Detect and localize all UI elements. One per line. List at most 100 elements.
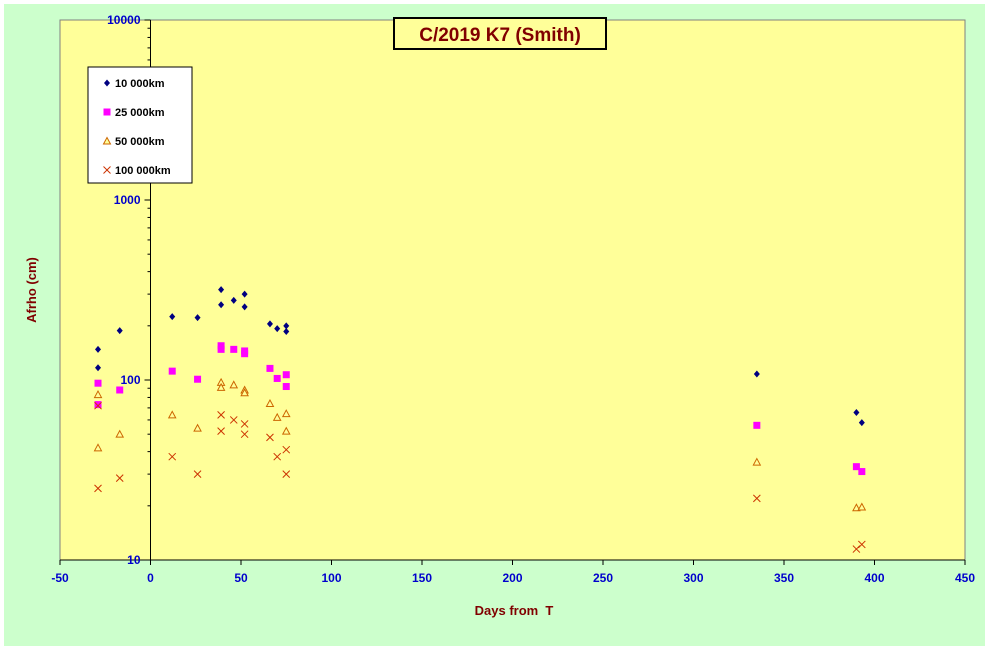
y-tick-label: 100 bbox=[120, 373, 140, 387]
data-point bbox=[857, 502, 867, 511]
data-point bbox=[167, 410, 177, 419]
data-point bbox=[229, 416, 238, 424]
data-point bbox=[753, 370, 760, 378]
x-tick-label: 0 bbox=[147, 571, 154, 585]
x-stroke bbox=[852, 545, 861, 553]
data-point bbox=[115, 474, 124, 482]
legend-label: 10 000km bbox=[115, 78, 165, 90]
axes-layer: -50 0 50 100 150 200 250 300 350 400 450 10 100 1000 1… bbox=[51, 13, 975, 585]
data-point bbox=[229, 380, 239, 389]
data-point bbox=[858, 468, 866, 476]
points-layer bbox=[93, 286, 867, 553]
series-2 bbox=[93, 377, 867, 512]
data-point bbox=[193, 423, 202, 432]
x-stroke bbox=[193, 470, 202, 478]
legend: 10 000km 25 000km 50 000km 100 000km bbox=[87, 66, 193, 184]
x-stroke bbox=[229, 416, 238, 424]
x-stroke bbox=[282, 445, 291, 454]
data-point bbox=[94, 401, 102, 409]
data-point bbox=[95, 364, 102, 372]
data-point bbox=[281, 426, 291, 435]
x-stroke bbox=[273, 452, 282, 461]
data-point bbox=[272, 412, 282, 421]
data-point bbox=[217, 342, 225, 350]
y-tick-label: 1000 bbox=[114, 193, 141, 207]
x-tick-label: 350 bbox=[774, 571, 794, 585]
x-tick-label: 450 bbox=[955, 571, 975, 585]
data-point bbox=[194, 375, 202, 383]
data-point bbox=[217, 427, 225, 435]
series-0 bbox=[95, 286, 865, 427]
data-point bbox=[282, 371, 290, 379]
x-stroke bbox=[282, 470, 291, 478]
data-point bbox=[168, 452, 177, 461]
chart-svg: -50 0 50 100 150 200 250 300 350 400 450 10 100 1000 1… bbox=[24, 13, 975, 618]
chart-title-box: C/2019 K7 (Smith) bbox=[393, 17, 607, 50]
data-point bbox=[282, 470, 291, 478]
data-point bbox=[273, 374, 281, 382]
data-point bbox=[852, 545, 861, 553]
series-1 bbox=[94, 342, 866, 476]
legend-box bbox=[87, 66, 193, 184]
data-point bbox=[168, 367, 176, 375]
legend-label: 25 000km bbox=[115, 107, 165, 119]
data-point bbox=[241, 290, 248, 298]
data-point bbox=[852, 503, 861, 512]
x-tick-label: 400 bbox=[864, 571, 884, 585]
data-point bbox=[282, 445, 291, 454]
data-point bbox=[94, 484, 102, 493]
data-point bbox=[216, 382, 226, 391]
data-point bbox=[266, 320, 273, 328]
data-point bbox=[274, 325, 281, 333]
data-point bbox=[753, 421, 761, 429]
x-stroke bbox=[266, 433, 274, 442]
data-point bbox=[94, 401, 102, 410]
y-axis-title: Afrho (cm) bbox=[24, 257, 39, 323]
data-point bbox=[115, 429, 125, 438]
data-point bbox=[852, 463, 860, 471]
x-tick-label: 300 bbox=[683, 571, 703, 585]
data-point bbox=[853, 408, 860, 416]
x-stroke bbox=[857, 540, 866, 549]
data-point bbox=[752, 457, 762, 466]
data-point bbox=[116, 327, 123, 335]
x-stroke bbox=[103, 166, 111, 174]
data-point bbox=[240, 388, 249, 397]
x-stroke bbox=[94, 484, 102, 493]
data-point bbox=[857, 540, 866, 549]
data-point bbox=[169, 313, 176, 321]
data-point bbox=[193, 470, 202, 478]
data-point bbox=[240, 420, 249, 428]
legend-label: 100 000km bbox=[115, 165, 171, 177]
data-point bbox=[273, 452, 282, 461]
data-point bbox=[281, 409, 291, 418]
chart-title: C/2019 K7 (Smith) bbox=[419, 25, 581, 46]
x-tick-label: 100 bbox=[321, 571, 341, 585]
data-point bbox=[858, 419, 865, 427]
x-stroke bbox=[94, 401, 102, 410]
x-tick-label: 250 bbox=[593, 571, 613, 585]
x-stroke bbox=[217, 427, 225, 435]
x-tick-label: 200 bbox=[502, 571, 522, 585]
data-point bbox=[94, 379, 102, 387]
x-stroke bbox=[115, 474, 124, 482]
data-point bbox=[241, 303, 248, 311]
legend-label: 50 000km bbox=[115, 136, 165, 148]
legend-marker bbox=[104, 79, 110, 87]
y-tick-label: 10 bbox=[127, 553, 141, 567]
data-point bbox=[194, 314, 201, 322]
data-point bbox=[282, 383, 290, 391]
x-stroke bbox=[240, 430, 249, 439]
chart-frame: -50 0 50 100 150 200 250 300 350 400 450 10 100 1000 1… bbox=[4, 4, 985, 646]
data-point bbox=[240, 430, 249, 439]
legend-marker bbox=[103, 166, 111, 174]
data-point bbox=[266, 433, 274, 442]
data-point bbox=[217, 345, 225, 353]
x-axis-title: Days from T bbox=[475, 603, 554, 618]
data-point bbox=[217, 411, 225, 419]
x-stroke bbox=[752, 494, 761, 503]
data-point bbox=[93, 443, 103, 452]
legend-marker bbox=[102, 136, 112, 145]
data-point bbox=[95, 345, 102, 353]
x-tick-label: 50 bbox=[234, 571, 248, 585]
